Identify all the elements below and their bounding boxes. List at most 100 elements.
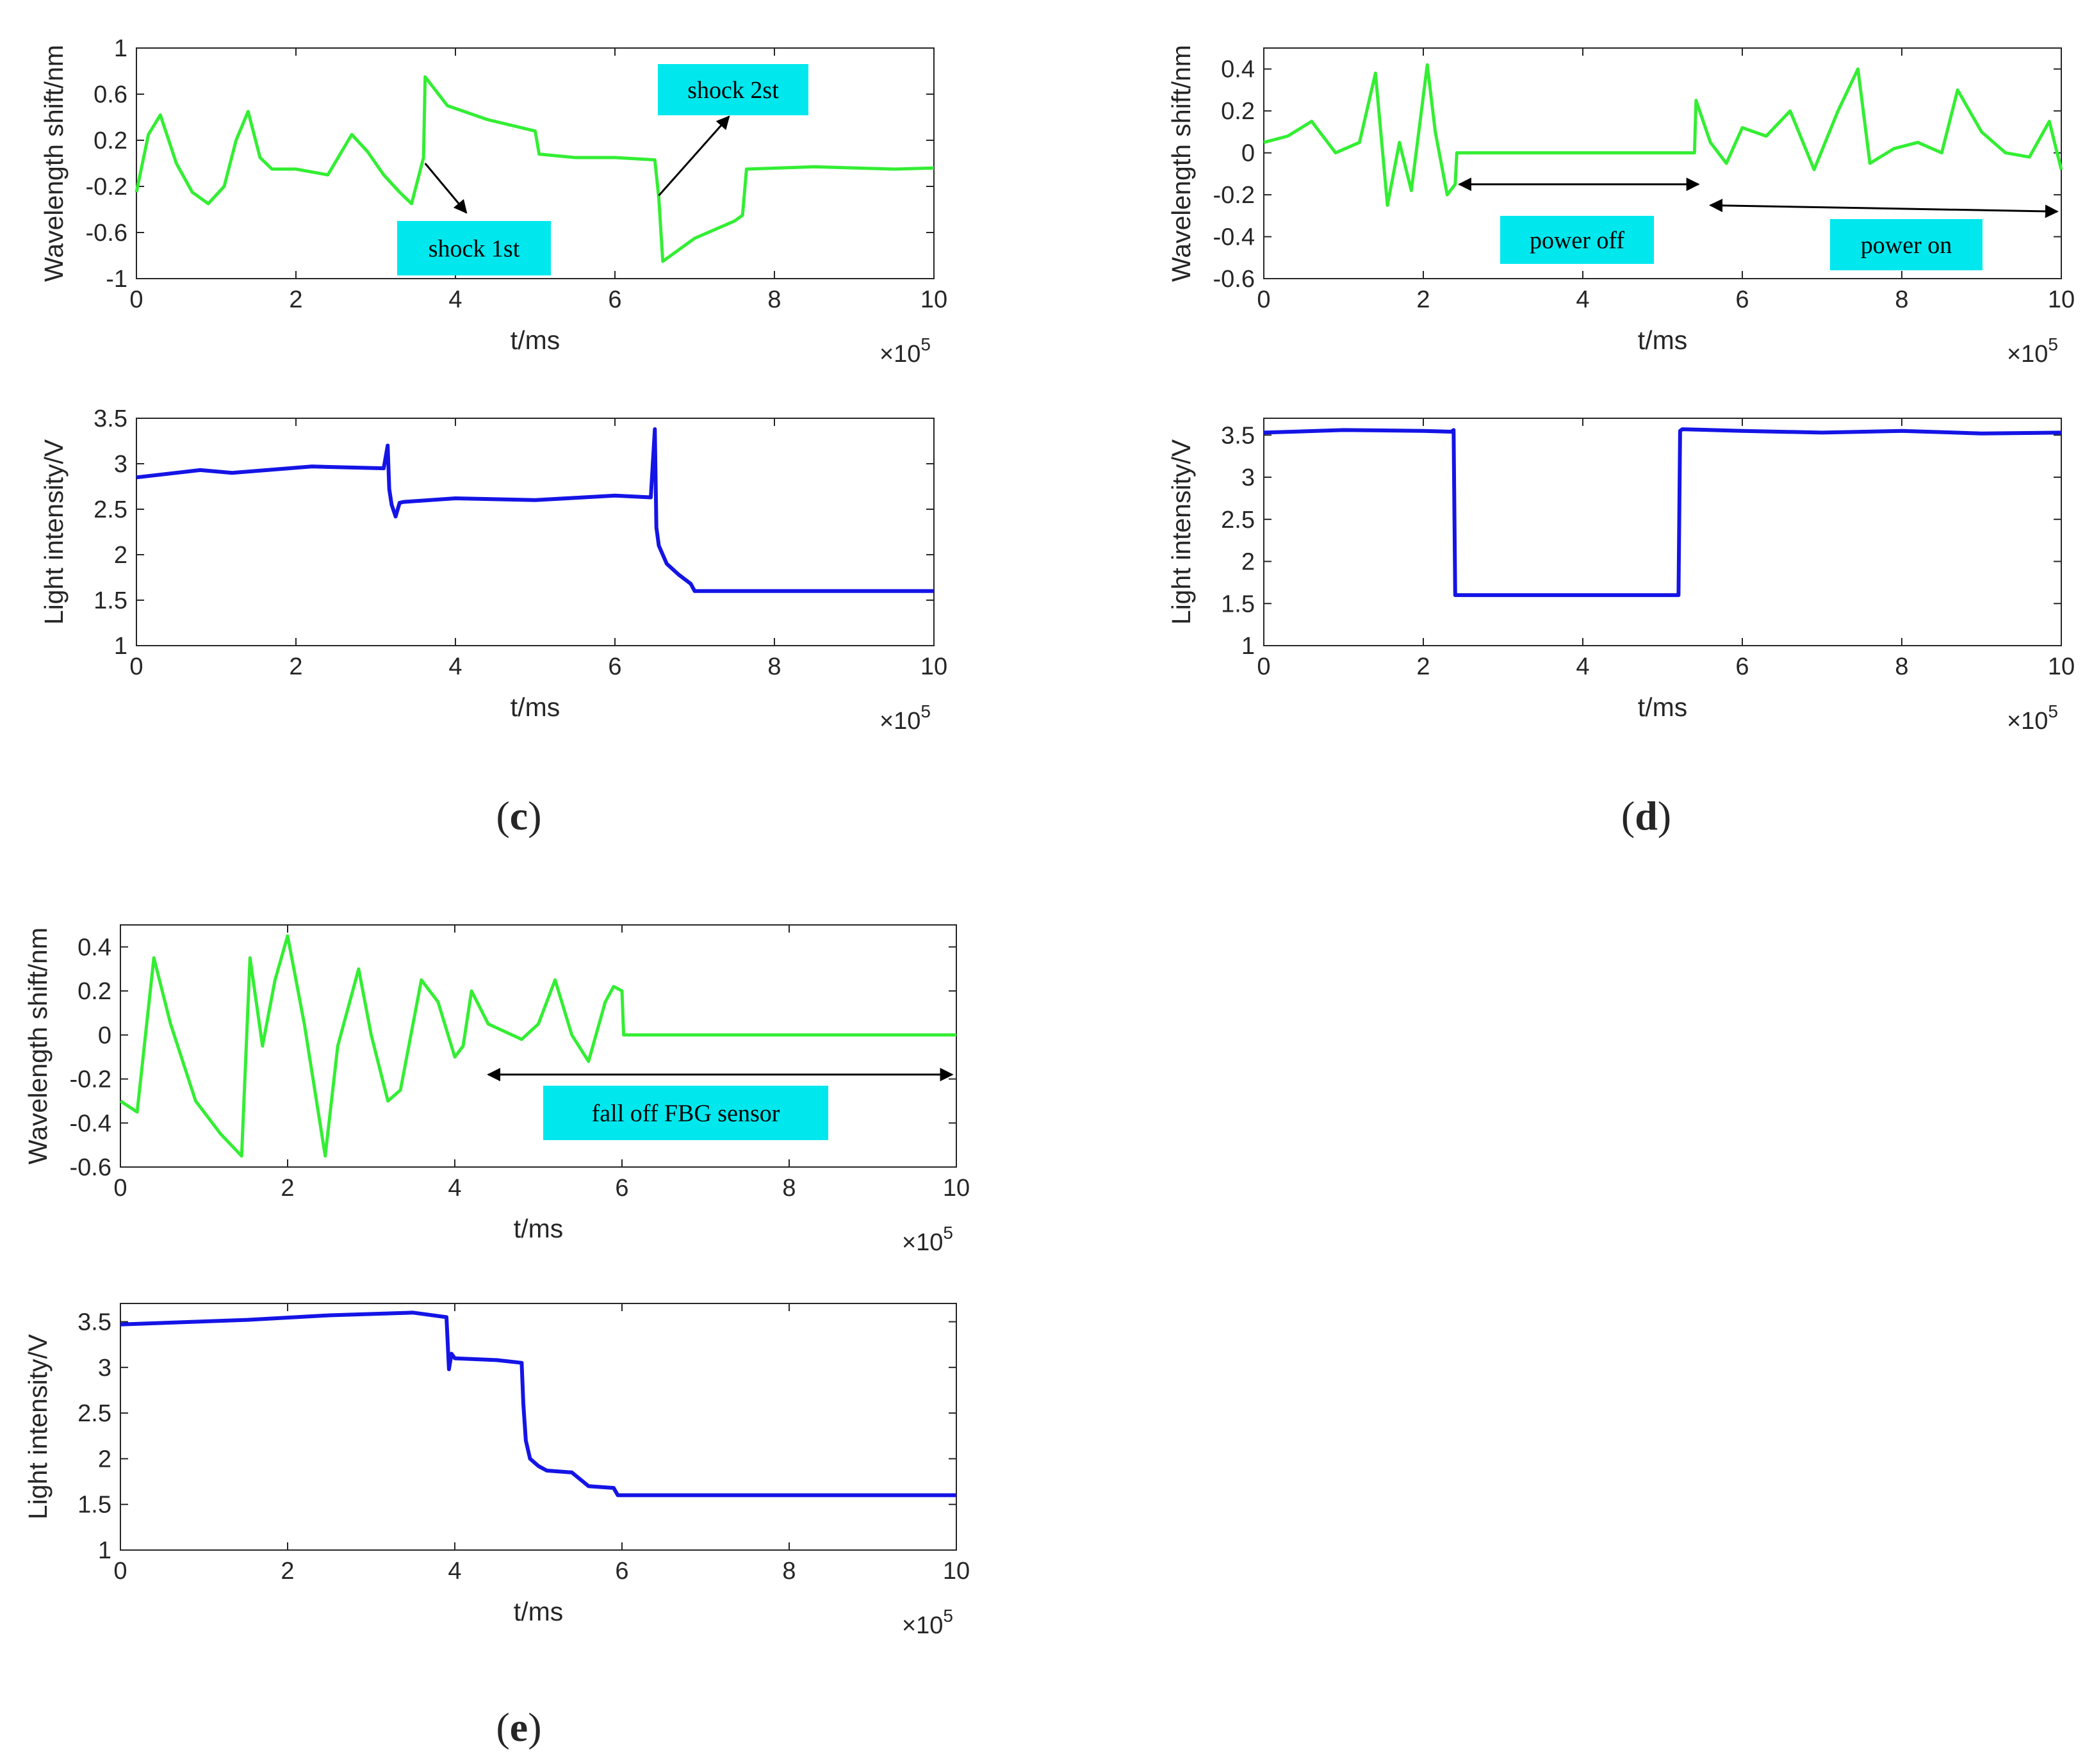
chart-c-wavelength: 0 2 4 6 8 10 -1 -0.6 -0.2 0.2 0.6 1 t/ms Wavelength s… — [39, 35, 947, 368]
x-axis-label: t/ms — [1638, 692, 1687, 722]
panel-label-e: (e) — [496, 1704, 541, 1750]
x-tick-label: 10 — [943, 1175, 970, 1202]
y-axis-label: Wavelength shift/nm — [23, 927, 53, 1164]
y-tick-label: 0.6 — [94, 81, 127, 108]
y-tick-label: 0.2 — [94, 127, 127, 154]
y-tick-label: 3.5 — [1221, 422, 1255, 449]
x-tick-label: 0 — [1257, 286, 1270, 313]
x-tick-label: 0 — [1257, 653, 1270, 680]
y-tick-label: -0.6 — [1213, 266, 1255, 293]
series-line — [135, 75, 935, 263]
x-tick-label: 2 — [281, 1175, 294, 1202]
y-axis-label: Light intensity/V — [23, 1334, 53, 1519]
y-tick-label: 0 — [98, 1022, 111, 1049]
plot-frame — [120, 1303, 957, 1551]
y-tick-label: -0.6 — [70, 1154, 111, 1181]
y-tick-label: 1 — [114, 35, 127, 62]
x-tick-label: 8 — [767, 286, 781, 313]
annotation-power-off: power off — [1530, 227, 1624, 254]
x-axis-label: t/ms — [1638, 325, 1687, 355]
x-multiplier: ×105 — [2007, 334, 2058, 368]
x-tick-label: 10 — [920, 286, 947, 313]
x-tick-label: 2 — [289, 286, 302, 313]
x-multiplier: ×105 — [879, 334, 931, 368]
annotation-shock-2nd: shock 2st — [687, 77, 779, 104]
arrow-shock-1st — [424, 163, 468, 214]
y-tick-label: 1.5 — [94, 587, 127, 614]
annotation-shock-1st-box — [397, 221, 551, 275]
y-tick-label: 3.5 — [94, 405, 127, 432]
x-tick-label: 6 — [615, 1175, 628, 1202]
x-tick-label: 4 — [1576, 286, 1589, 313]
y-tick-label: -0.2 — [86, 174, 127, 200]
y-tick-label: 3 — [98, 1355, 111, 1382]
y-axis-label: Light intensity/V — [39, 439, 69, 625]
annotation-shock-1st: shock 1st — [429, 236, 520, 263]
x-tick-label: 10 — [920, 653, 947, 680]
chart-e-wavelength: 0 2 4 6 8 10 -0.6 -0.4 -0.2 0 0.2 0.4 t/ms Wavelength… — [23, 924, 970, 1256]
x-tick-label: 0 — [129, 653, 143, 680]
plot-frame — [136, 418, 935, 646]
y-tick-label: -0.6 — [86, 220, 127, 247]
x-tick-label: 4 — [448, 1175, 461, 1202]
x-tick-label: 2 — [289, 653, 302, 680]
x-tick-label: 4 — [448, 286, 462, 313]
x-tick-label: 6 — [608, 286, 621, 313]
y-tick-label: -0.2 — [1213, 182, 1255, 209]
x-tick-label: 0 — [113, 1558, 127, 1585]
x-tick-label: 10 — [2048, 653, 2075, 680]
x-multiplier: ×105 — [902, 1223, 953, 1256]
y-tick-label: 0.4 — [78, 934, 111, 961]
x-tick-label: 4 — [448, 653, 462, 680]
y-tick-label: 0.4 — [1221, 56, 1255, 83]
y-tick-label: 2.5 — [94, 496, 127, 523]
y-tick-label: 2.5 — [78, 1400, 111, 1427]
y-tick-label: 1 — [114, 633, 127, 660]
x-multiplier: ×105 — [879, 701, 931, 735]
y-tick-label: 2 — [98, 1446, 111, 1473]
x-tick-label: 8 — [782, 1558, 796, 1585]
x-axis-label: t/ms — [511, 325, 560, 355]
x-tick-label: 2 — [1416, 653, 1430, 680]
y-axis-label: Wavelength shift/nm — [39, 45, 69, 282]
annotation-power-off-box — [1500, 216, 1654, 264]
chart-d-wavelength: 0 2 4 6 8 10 -0.6 -0.4 -0.2 0 0.2 0.4 t/ms Wavelength… — [1166, 45, 2075, 368]
x-tick-label: 4 — [1576, 653, 1589, 680]
y-tick-label: 2.5 — [1221, 507, 1255, 534]
chart-c-intensity: 0 2 4 6 8 10 1 1.5 2 2.5 3 3.5 t/ms Light intensity/V… — [39, 405, 947, 735]
y-tick-label: 3 — [1241, 464, 1255, 491]
y-tick-label: 3.5 — [78, 1309, 111, 1336]
x-axis-label: t/ms — [511, 692, 560, 722]
y-tick-label: 1 — [1241, 633, 1255, 660]
y-tick-label: 0 — [1241, 140, 1255, 167]
y-tick-label: -0.4 — [1213, 224, 1255, 251]
x-tick-label: 0 — [113, 1175, 127, 1202]
x-tick-label: 6 — [615, 1558, 628, 1585]
x-tick-label: 8 — [767, 653, 781, 680]
series-line — [1263, 427, 2062, 598]
x-tick-label: 6 — [608, 653, 621, 680]
y-tick-label: -1 — [106, 266, 127, 293]
x-tick-label: 8 — [1895, 286, 1908, 313]
y-tick-label: 3 — [114, 451, 127, 478]
series-line — [119, 934, 956, 1158]
y-tick-label: -0.4 — [70, 1110, 111, 1137]
panel-label-c: (c) — [496, 793, 541, 838]
chart-e-intensity: 0 2 4 6 8 10 1 1.5 2 2.5 3 3.5 t/ms Light intensity/V… — [23, 1303, 970, 1639]
annotation-shock-2nd-box — [658, 64, 808, 115]
x-tick-label: 0 — [129, 286, 143, 313]
series-line — [136, 427, 934, 593]
y-axis-label: Light intensity/V — [1166, 439, 1196, 625]
y-tick-label: 2 — [1241, 549, 1255, 576]
y-axis-label: Wavelength shift/nm — [1166, 45, 1196, 282]
x-tick-label: 10 — [943, 1558, 970, 1585]
y-tick-label: 1.5 — [1221, 591, 1255, 617]
y-tick-label: 1.5 — [78, 1492, 111, 1519]
annotation-fall-off-box — [543, 1086, 828, 1140]
x-tick-label: 8 — [782, 1175, 796, 1202]
x-tick-label: 8 — [1895, 653, 1908, 680]
x-multiplier: ×105 — [902, 1606, 953, 1639]
x-axis-label: t/ms — [514, 1597, 563, 1626]
annotation-power-on: power on — [1861, 232, 1952, 259]
